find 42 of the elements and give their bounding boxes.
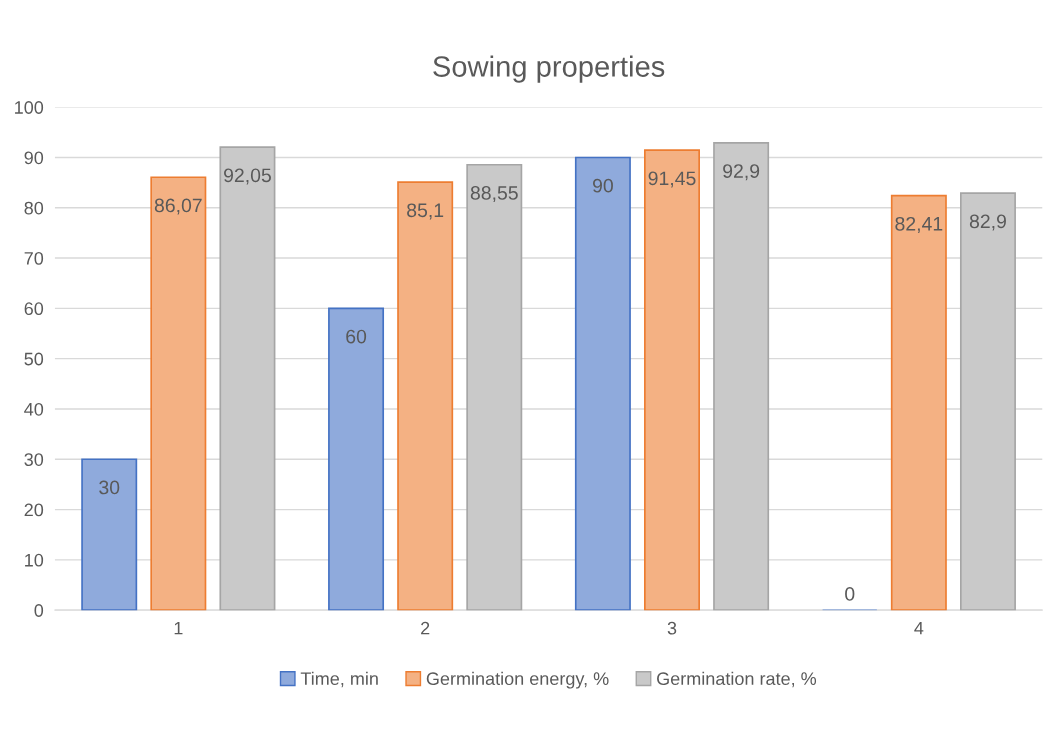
x-tick-label: 2 [421,621,430,635]
y-tick-label: 100 [15,101,44,114]
x-tick-label: 4 [914,621,924,635]
data-label: 90 [593,178,613,193]
data-label: 85,1 [407,203,444,220]
y-tick-label: 0 [34,604,44,617]
data-label: 0 [845,587,855,601]
bar [81,458,138,611]
y-tick-label: 30 [24,453,44,466]
data-label: 92,9 [723,164,760,181]
data-label: 86,07 [154,198,202,215]
bar [644,149,700,611]
y-tick-label: 50 [24,352,44,366]
legend-label: Germination rate, % [657,671,817,688]
x-tick-label: 1 [174,621,183,635]
x-tick-label: 3 [667,621,677,635]
data-label: 82,41 [895,216,943,233]
y-tick-label: 20 [24,503,44,517]
legend-label: Germination energy, % [426,671,609,689]
y-tick-label: 70 [24,252,44,265]
bar [219,146,276,611]
bar [328,307,385,611]
data-label: 30 [99,480,120,495]
bar [150,176,207,611]
bar [397,181,454,611]
legend-label: Time, min [300,671,378,688]
data-label: 88,55 [470,186,518,203]
bar [890,194,947,611]
bar [713,142,770,611]
data-label: 82,9 [969,214,1006,231]
y-tick-label: 10 [25,553,44,567]
y-tick-label: 40 [24,402,44,416]
y-tick-label: 80 [24,201,44,215]
bar [574,156,631,611]
chart-title: Sowing properties [433,55,665,83]
y-tick-label: 90 [24,151,44,165]
data-label: 92,05 [224,168,271,185]
data-label: 60 [346,329,367,344]
bar [466,163,523,611]
y-tick-label: 60 [24,302,44,316]
data-label: 91,45 [648,171,696,188]
bar [959,192,1016,611]
